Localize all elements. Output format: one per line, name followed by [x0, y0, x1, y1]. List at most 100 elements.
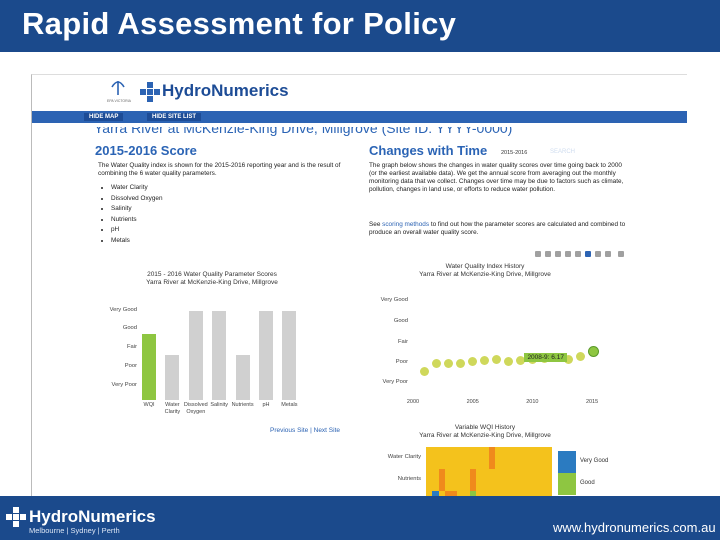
heatmap-chart: Water ClarityNutrientsDissolved OxygenVe…	[32, 75, 687, 497]
heatmap-title: Variable WQI History	[454, 424, 516, 431]
heatmap-cell	[519, 447, 527, 469]
bar-x-tick-label: Salinity	[210, 402, 229, 408]
history-x-tick-label: 2005	[466, 399, 479, 405]
heatmap-cell	[426, 447, 433, 469]
year-label: YEAR:	[472, 149, 491, 155]
heatmap-subtitle: Yarra River at McKenzie-King Drive, Mill…	[419, 432, 551, 439]
heatmap-cell	[513, 491, 521, 497]
heatmap-cell	[444, 469, 452, 491]
history-tooltip: 2008-9: 6.17	[524, 353, 567, 363]
heatmap-cell	[501, 491, 508, 497]
navbar: HIDE MAP HIDE SITE LIST YEAR: 2015-2016 …	[32, 111, 687, 157]
heatmap-cell	[426, 469, 433, 491]
history-point	[444, 358, 454, 368]
heatmap-cell	[469, 491, 477, 497]
heatmap-cell	[476, 447, 483, 469]
reset-icon[interactable]	[595, 251, 601, 257]
bar-chart-subtitle: Yarra River at McKenzie-King Drive, Mill…	[146, 279, 278, 286]
history-chart-subtitle: Yarra River at McKenzie-King Drive, Mill…	[419, 271, 551, 278]
list-item: Dissolved Oxygen	[111, 194, 163, 205]
site-header: EPA VICTORIA HydroNumerics	[32, 75, 687, 111]
score-heading: 2015-2016 Score	[95, 143, 197, 158]
list-item: pH	[111, 225, 163, 236]
hydronumerics-logo-icon	[140, 82, 160, 102]
home-icon[interactable]	[605, 251, 611, 257]
see-text: See	[369, 221, 381, 228]
epa-label: EPA VICTORIA	[107, 99, 131, 103]
heatmap-cell	[451, 469, 458, 491]
bar-metals	[282, 311, 297, 400]
parameter-list: Water Clarity Dissolved Oxygen Salinity …	[98, 183, 163, 246]
slide-title-bar: Rapid Assessment for Policy	[0, 0, 720, 52]
heatmap-row-label: Nutrients	[397, 476, 421, 482]
heatmap-cell	[463, 491, 471, 497]
pan-icon[interactable]	[555, 251, 561, 257]
hide-site-list-button[interactable]: HIDE SITE LIST	[147, 113, 202, 121]
heatmap-cell	[513, 469, 521, 491]
slide-footer	[0, 496, 720, 540]
see-after-text: to find out how the parameter scores are…	[369, 221, 626, 237]
history-x-tick-label: 2015	[585, 399, 599, 405]
zoom-out-icon[interactable]	[575, 251, 581, 257]
history-point	[492, 355, 502, 365]
history-point	[480, 356, 490, 366]
hide-map-button[interactable]: HIDE MAP	[84, 113, 124, 121]
bar-x-tick-label: pH	[262, 402, 270, 408]
bar-y-tick-label: Very Poor	[111, 382, 137, 388]
heatmap-cell	[507, 491, 514, 497]
legend-swatch-very-good	[558, 451, 576, 473]
heatmap-cell	[457, 491, 464, 497]
bar-x-tick-label: WQI	[143, 402, 155, 408]
list-item: Salinity	[111, 204, 163, 215]
heatmap-cell	[469, 469, 477, 491]
bar-ph	[259, 311, 273, 400]
scoring-methods-link[interactable]: scoring methods	[382, 221, 430, 228]
heatmap-cell	[532, 491, 539, 497]
next-site-link[interactable]: Next Site	[313, 427, 340, 434]
heatmap-cell	[513, 447, 521, 469]
bar-x-tick-label: Water Clarity	[164, 402, 181, 415]
heatmap-cell	[532, 469, 539, 491]
year-select[interactable]: 2015-2016	[499, 149, 543, 157]
changes-text: The graph below shows the changes in wat…	[369, 162, 624, 194]
heatmap-cell	[432, 469, 439, 491]
heatmap-cell	[501, 469, 508, 491]
plotly-icon[interactable]	[618, 251, 624, 257]
history-chart: Very Good Good Fair Poor Very Poor 2000 2005 20…	[32, 75, 687, 497]
bar-y-tick-label: Good	[122, 325, 137, 331]
heatmap-cell	[526, 469, 533, 491]
bar-y-tick-label: Very Good	[109, 307, 137, 313]
heatmap-cell	[432, 491, 439, 497]
history-chart-title: Water Quality Index History	[445, 263, 525, 270]
heatmap-cell	[432, 447, 439, 469]
list-item: Metals	[111, 236, 163, 247]
heatmap-cell	[494, 469, 502, 491]
history-x-tick-label: 2010	[526, 399, 539, 405]
heatmap-cell	[501, 447, 508, 469]
autoscale-icon[interactable]	[585, 251, 591, 257]
search-link[interactable]: SEARCH	[550, 149, 576, 155]
heatmap-cell	[482, 491, 489, 497]
changes-heading: Changes with Time	[369, 143, 488, 158]
heatmap-cell	[544, 469, 552, 491]
heatmap-cell	[538, 491, 546, 497]
zoom-icon[interactable]	[545, 251, 551, 257]
bar-chart: Very Good Good Fair Poor Very Poor WQI Water C…	[32, 75, 687, 497]
history-y-tick-label: Poor	[395, 359, 408, 365]
history-x-tick-label: 2000	[406, 399, 420, 405]
heatmap-cell	[526, 491, 533, 497]
list-item: Nutrients	[111, 215, 163, 226]
heatmap-cell	[463, 469, 471, 491]
bar-x-tick-label: Nutrients	[231, 402, 254, 408]
site-title: Yarra River at McKenzie-King Drive, Mill…	[94, 120, 513, 136]
zoom-in-icon[interactable]	[565, 251, 571, 257]
heatmap-cell	[457, 469, 464, 491]
footer-url[interactable]: www.hydronumerics.com.au	[553, 520, 716, 535]
previous-site-link[interactable]: Previous Site	[270, 427, 309, 434]
pager-separator: |	[310, 427, 312, 434]
pager: Previous Site | Next Site	[270, 427, 340, 434]
camera-icon[interactable]	[535, 251, 541, 257]
heatmap-cell	[526, 447, 533, 469]
heatmap-cell	[519, 469, 527, 491]
hydronumerics-footer-logo-icon	[6, 507, 26, 527]
